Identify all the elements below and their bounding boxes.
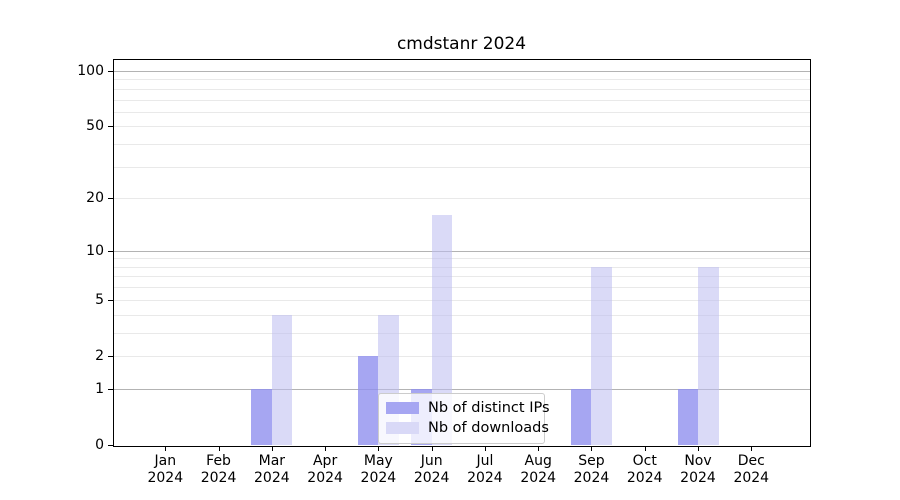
gridline-minor (113, 166, 810, 168)
x-tick (698, 446, 699, 451)
gridline-major (113, 388, 810, 390)
gridline-minor (113, 198, 810, 200)
chart-title: cmdstanr 2024 (396, 34, 527, 54)
y-tick-label: 100 (77, 62, 104, 79)
y-tick-label: 2 (95, 347, 104, 364)
bar-ips-mar (251, 388, 272, 445)
gridline-minor (113, 276, 810, 278)
x-tick-label: Sep 2024 (573, 453, 610, 486)
legend-label-ips: Nb of distinct IPs (428, 400, 550, 416)
legend-item-downloads: Nb of downloads (379, 418, 549, 438)
x-tick (591, 446, 593, 451)
y-tick-label: 0 (95, 437, 104, 453)
gridline-minor (113, 79, 810, 81)
x-tick-label: Oct 2024 (626, 453, 663, 486)
x-tick-label: Feb 2024 (200, 453, 237, 486)
plot-area (113, 59, 810, 445)
y-tick (108, 70, 113, 72)
x-tick (751, 446, 753, 451)
legend-item-ips: Nb of distinct IPs (379, 398, 550, 418)
bar-downloads-jun (431, 215, 453, 445)
x-tick (538, 446, 540, 451)
x-tick (378, 446, 380, 451)
x-tick-label: Mar 2024 (254, 453, 290, 486)
gridline-minor (113, 99, 810, 101)
x-tick (165, 446, 167, 451)
x-tick-label: Aug 2024 (520, 453, 556, 486)
bar-downloads-nov (698, 266, 719, 445)
x-tick-label: Jul 2024 (467, 453, 503, 486)
x-tick (431, 446, 433, 451)
y-tick (108, 388, 113, 390)
gridline-minor (113, 299, 810, 301)
gridline-minor (113, 111, 810, 113)
gridline-major (113, 250, 810, 252)
y-tick-label: 5 (95, 291, 104, 308)
gridline-minor (113, 266, 810, 268)
bar-downloads-mar (271, 314, 293, 445)
x-tick (644, 446, 646, 451)
y-tick (108, 299, 113, 301)
gridline-minor (113, 258, 810, 260)
gridline-minor (113, 287, 810, 289)
gridline-minor (113, 314, 810, 316)
legend-swatch-ips (386, 402, 419, 414)
y-tick-label: 10 (86, 242, 104, 259)
legend-label-downloads: Nb of downloads (428, 420, 549, 436)
x-tick (325, 446, 327, 451)
bar-ips-nov (677, 388, 698, 445)
y-tick (108, 198, 113, 200)
x-tick (484, 446, 486, 451)
gridline-minor (113, 355, 810, 357)
gridline-major (113, 70, 810, 72)
x-tick-label: Apr 2024 (307, 453, 343, 486)
y-tick (108, 355, 113, 357)
x-tick-label: Jun 2024 (413, 453, 450, 486)
y-tick-label: 1 (95, 380, 104, 397)
gridline-minor (113, 332, 810, 334)
legend-swatch-downloads (386, 422, 419, 434)
bar-ips-sep (570, 388, 592, 445)
x-tick-label: Nov 2024 (680, 453, 716, 486)
gridline-minor (113, 88, 810, 90)
x-tick (271, 446, 273, 451)
x-tick-label: May 2024 (360, 453, 397, 486)
y-tick-label: 50 (86, 118, 104, 135)
x-tick-label: Dec 2024 (733, 453, 770, 486)
x-tick (218, 446, 220, 451)
gridline-minor (113, 126, 810, 128)
gridline-minor (113, 144, 810, 145)
bar-ips-may (357, 355, 379, 445)
y-tick-label: 20 (86, 190, 104, 207)
bar-downloads-sep (591, 266, 612, 445)
y-tick (108, 445, 113, 446)
y-tick (108, 126, 113, 128)
y-tick (108, 250, 113, 252)
legend: Nb of distinct IPs Nb of downloads (378, 393, 550, 444)
x-tick-label: Jan 2024 (147, 453, 184, 486)
